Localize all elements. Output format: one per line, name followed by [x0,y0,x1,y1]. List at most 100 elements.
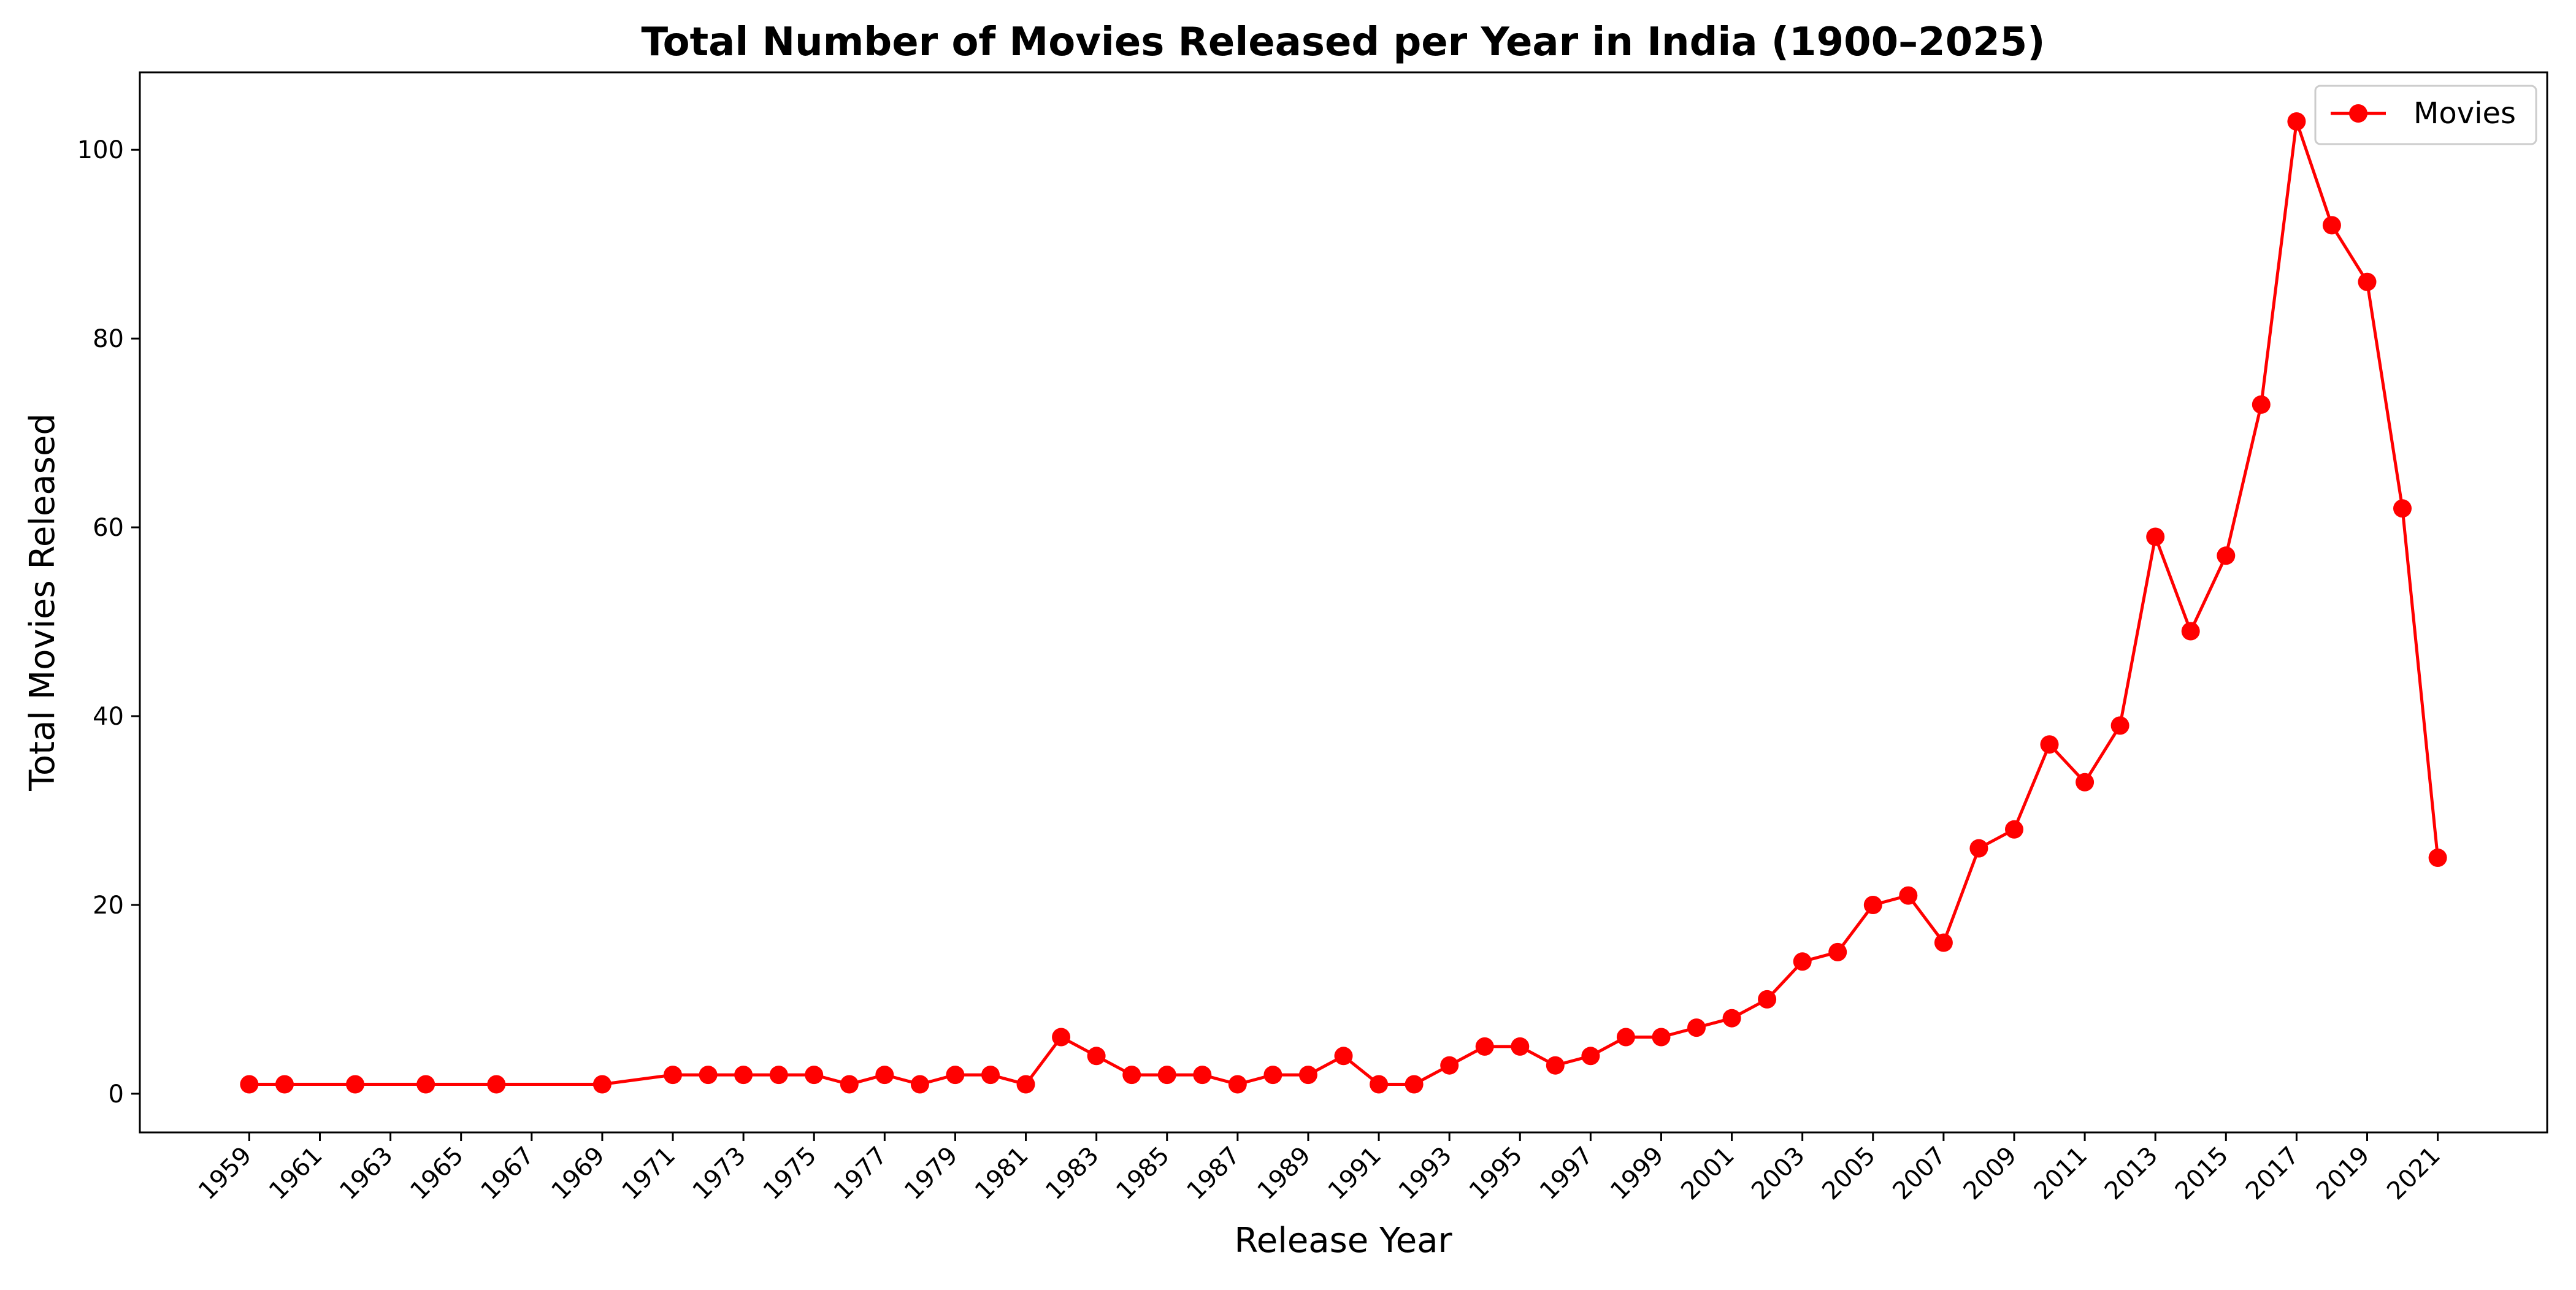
data-point [1511,1037,1530,1056]
data-point [1546,1056,1565,1075]
data-point [1828,942,1847,961]
data-point [1793,952,1812,971]
x-axis-label: Release Year [1234,1221,1452,1261]
data-point [1052,1028,1071,1047]
data-point [1122,1066,1141,1085]
x-tick-label: 1975 [758,1142,822,1206]
x-tick-label: 2017 [2241,1142,2305,1206]
data-point [2181,622,2200,641]
data-point [734,1066,753,1085]
data-point [1722,1009,1741,1028]
x-tick-label: 1999 [1605,1142,1669,1206]
x-tick-label: 2011 [2029,1142,2093,1206]
x-axis: 1959 1961 1963 1965 1967 1969 1971 1973 1975 1977… [193,1132,2446,1205]
data-point [592,1075,611,1094]
chart-title: Total Number of Movies Released per Year… [641,20,2045,65]
data-point [946,1066,965,1085]
data-point [2217,546,2236,565]
plot-frame [139,71,2548,1134]
data-point [2322,216,2341,235]
data-point [2005,820,2023,839]
data-point [805,1066,824,1085]
y-tick-label: 20 [93,891,124,920]
x-tick-label: 1995 [1464,1142,1528,1206]
data-point [981,1066,1000,1085]
data-point [2040,735,2059,754]
x-tick-label: 1989 [1252,1142,1317,1206]
data-point [769,1066,788,1085]
data-point [275,1075,294,1094]
series-layer [240,112,2447,1094]
data-point [910,1075,929,1094]
x-tick-label: 1977 [829,1142,893,1206]
x-tick-label: 2001 [1676,1142,1740,1206]
data-point [2287,112,2306,131]
data-point [1652,1028,1671,1047]
x-tick-label: 1981 [970,1142,1034,1206]
data-point [1193,1066,1212,1085]
data-point [487,1075,506,1094]
x-tick-label: 1991 [1323,1142,1387,1206]
data-point [2146,527,2165,546]
x-tick-label: 1969 [546,1142,610,1206]
data-point [699,1066,718,1085]
data-point [1298,1066,1317,1085]
data-point [664,1066,682,1085]
data-point [1934,933,1953,952]
legend-label: Movies [2413,96,2516,131]
x-tick-label: 2003 [1746,1142,1811,1206]
data-point [2076,773,2095,792]
data-point [2358,272,2377,291]
data-point [1616,1028,1635,1047]
x-tick-label: 2015 [2170,1142,2234,1206]
data-point [1157,1066,1176,1085]
data-point [1899,886,1918,905]
legend-marker-swatch [2349,104,2367,123]
data-point [1969,839,1988,858]
x-tick-label: 1963 [334,1142,399,1206]
data-point [2110,716,2129,735]
y-axis: 0 20 40 60 80 100 [77,136,140,1109]
x-tick-label: 1983 [1040,1142,1105,1206]
x-tick-label: 1965 [405,1142,469,1206]
legend: Movies [2314,85,2537,145]
x-tick-label: 1993 [1393,1142,1458,1206]
data-point [416,1075,435,1094]
data-point [2252,395,2271,414]
y-axis-label: Total Movies Released [23,413,63,792]
data-point [1581,1047,1600,1066]
data-point [1405,1075,1424,1094]
data-point [2428,849,2447,867]
y-tick-label: 0 [109,1080,124,1109]
x-tick-label: 2021 [2382,1142,2446,1206]
data-point [1863,896,1882,914]
plot-area [139,71,2548,1134]
x-tick-label: 1997 [1535,1142,1599,1206]
data-point [346,1075,365,1094]
x-tick-label: 1987 [1181,1142,1246,1206]
data-point [1440,1056,1459,1075]
data-point [1016,1075,1035,1094]
x-tick-label: 2009 [1958,1142,2023,1206]
x-tick-label: 2005 [1817,1142,1881,1206]
data-point [1228,1075,1247,1094]
data-point [1263,1066,1282,1085]
x-tick-label: 1967 [475,1142,540,1206]
data-point [2393,499,2412,518]
y-tick-label: 60 [93,514,124,542]
x-tick-label: 1971 [617,1142,681,1206]
x-tick-label: 1959 [193,1142,258,1206]
data-point [240,1075,259,1094]
data-point [1687,1018,1706,1037]
legend-box [2314,85,2537,145]
data-point [1758,990,1777,1009]
data-point [1334,1047,1353,1066]
data-point [1475,1037,1494,1056]
x-tick-label: 1961 [264,1142,328,1206]
x-tick-label: 2007 [1887,1142,1952,1206]
x-tick-label: 1985 [1111,1142,1175,1206]
y-tick-label: 80 [93,325,124,353]
data-point [1087,1047,1106,1066]
